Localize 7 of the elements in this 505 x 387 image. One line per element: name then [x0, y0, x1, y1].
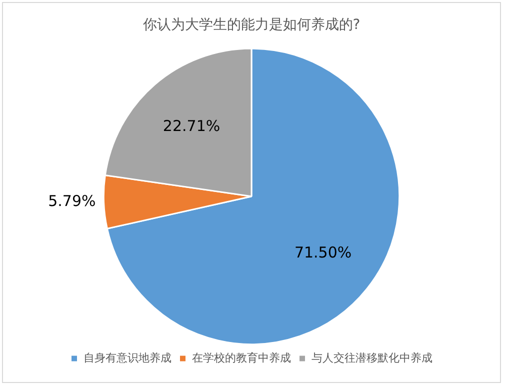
legend-label: 自身有意识地养成	[83, 351, 172, 364]
legend-label: 在学校的教育中养成	[192, 351, 291, 364]
data-label: 22.71%	[162, 116, 220, 135]
chart-title: 你认为大学生的能力是如何养成的?	[142, 17, 360, 34]
data-label: 71.50%	[294, 244, 352, 262]
legend-label: 与人交往潜移默化中养成	[311, 351, 432, 364]
data-label: 5.79%	[48, 192, 96, 210]
